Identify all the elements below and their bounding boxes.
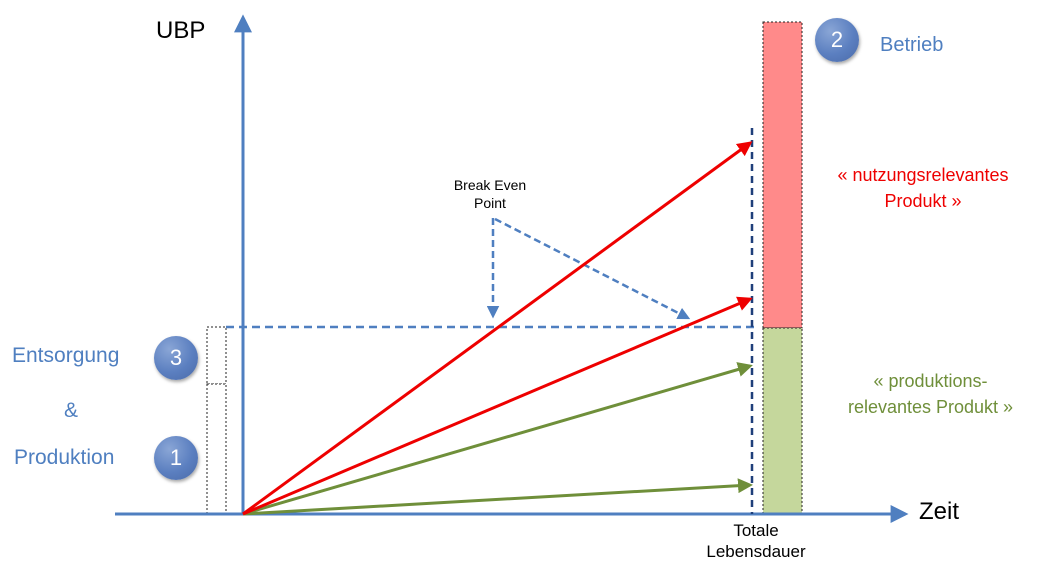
production-category-line2: relevantes Produkt »	[847, 397, 1014, 417]
lifetime-label-line1: Totale	[733, 521, 779, 540]
break-even-label: Break Even Point	[430, 176, 550, 212]
usage-category-line1: « nutzungsrelevantes	[837, 165, 1009, 185]
betrieb-label: Betrieb	[880, 34, 944, 56]
break-even-line1: Break Even	[453, 177, 527, 193]
usage-arrow-high	[242, 141, 753, 516]
badge-produktion: 1	[154, 436, 198, 480]
left-stack-top	[206, 326, 227, 385]
entsorgung-label: Entsorgung	[12, 344, 120, 367]
usage-arrow-low	[242, 296, 753, 516]
lifetime-label-line2: Lebensdauer	[706, 542, 806, 561]
x-axis-label: Zeit	[919, 498, 960, 525]
usage-category-label: « nutzungsrelevantes Produkt »	[818, 162, 1028, 214]
badge-entsorgung: 3	[154, 336, 198, 380]
production-arrow-high	[242, 362, 753, 516]
y-axis-label: UBP	[156, 17, 206, 44]
lifetime-label: Totale Lebensdauer	[700, 520, 812, 562]
left-stack-bottom	[206, 383, 227, 515]
break-even-pointer-b	[494, 217, 691, 320]
production-arrow-low	[242, 478, 753, 516]
connector-label: &	[64, 399, 79, 422]
production-category-line1: « produktions-	[873, 371, 988, 391]
bar-production	[762, 327, 803, 515]
production-category-label: « produktions- relevantes Produkt »	[838, 368, 1023, 420]
badge-betrieb: 2	[815, 18, 859, 62]
usage-category-line2: Produkt »	[884, 191, 962, 211]
break-even-line2: Point	[474, 195, 506, 211]
bar-usage	[762, 21, 803, 329]
produktion-label: Produktion	[14, 446, 115, 469]
